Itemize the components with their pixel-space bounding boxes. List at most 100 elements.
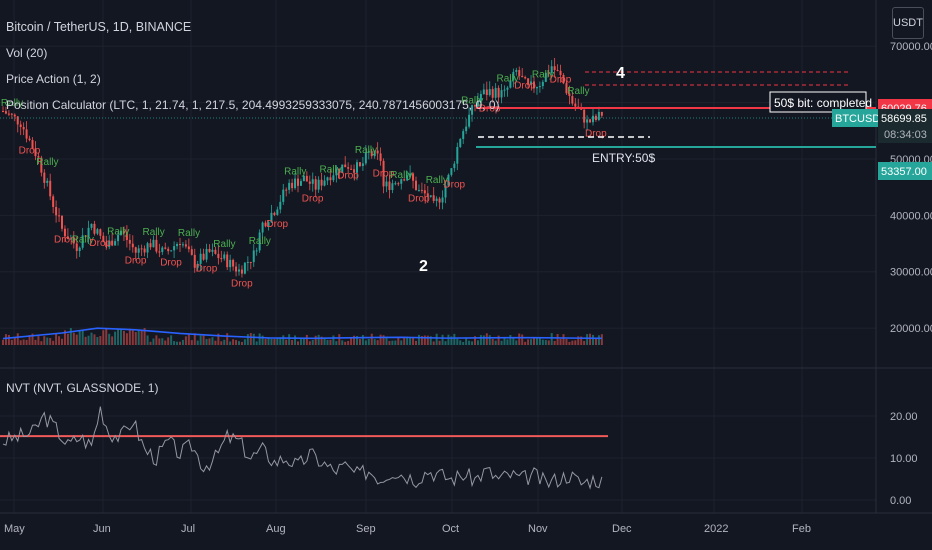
candle-body — [568, 93, 571, 97]
volume-bar — [417, 334, 420, 345]
candle-body — [391, 183, 394, 190]
candle-body — [317, 179, 320, 190]
candle-body — [299, 181, 302, 186]
volume-bar — [69, 328, 72, 345]
volume-bar — [527, 339, 530, 345]
candle-body — [353, 169, 356, 173]
volume-bar — [450, 336, 453, 345]
volume-bar — [361, 335, 364, 345]
drop-label: Drop — [302, 193, 324, 204]
volume-bar — [574, 340, 577, 345]
volume-bar — [341, 340, 344, 345]
volume-bar — [391, 340, 394, 345]
candle-body — [288, 182, 291, 190]
candle-body — [167, 248, 170, 252]
volume-bar — [252, 333, 255, 345]
volume-bar — [84, 336, 87, 345]
drop-label: Drop — [585, 128, 607, 139]
candle-body — [125, 233, 128, 240]
volume-bar — [249, 333, 252, 345]
candle-body — [500, 90, 503, 98]
volume-bar — [535, 337, 538, 345]
symbol-title[interactable]: Bitcoin / TetherUS, 1D, BINANCE — [6, 20, 192, 34]
volume-bar — [533, 337, 535, 345]
volume-bar — [358, 339, 361, 345]
volume-bar — [193, 333, 196, 345]
volume-bar — [538, 337, 541, 345]
volume-bar — [403, 336, 406, 345]
volume-bar — [173, 341, 176, 345]
candle-body — [471, 105, 474, 115]
candle-body — [111, 240, 114, 246]
candle-body — [415, 180, 417, 191]
volume-bar — [199, 335, 202, 345]
volume-bar — [2, 339, 4, 345]
volume-bar — [594, 338, 597, 345]
candle-body — [441, 197, 444, 203]
volume-bar — [347, 340, 350, 345]
currency-button[interactable]: USDT — [892, 7, 924, 39]
candle-body — [69, 238, 72, 240]
candle-body — [196, 263, 199, 268]
volume-bar — [279, 337, 282, 345]
volume-bar — [214, 340, 217, 345]
candle-body — [226, 254, 229, 268]
candle-body — [515, 70, 518, 72]
candle-body — [279, 201, 282, 210]
volume-bar — [13, 337, 16, 345]
volume-bar — [497, 335, 500, 345]
volume-bar — [205, 338, 208, 345]
volume-bar — [58, 336, 61, 345]
candle-body — [205, 248, 208, 260]
candle-body — [527, 78, 530, 85]
candle-body — [491, 89, 494, 98]
candle-body — [382, 160, 385, 187]
rally-label: Rally — [249, 236, 271, 247]
candle-body — [562, 74, 565, 84]
candle-body — [406, 175, 409, 181]
volume-bar — [356, 336, 358, 345]
volume-bar — [276, 338, 279, 345]
volume-bar — [137, 329, 140, 345]
volume-indicator-label[interactable]: Vol (20) — [6, 46, 48, 60]
nvt-tick-label: 20.00 — [890, 411, 918, 423]
volume-bar — [270, 338, 273, 345]
completed-box — [769, 91, 867, 113]
volume-bar — [143, 328, 146, 345]
candle-body — [152, 239, 155, 248]
candle-body — [164, 247, 167, 249]
candle-body — [55, 206, 58, 216]
volume-bar — [559, 338, 562, 345]
candle-body — [444, 185, 447, 198]
wave-2-label: 2 — [419, 258, 428, 275]
volume-bar — [494, 340, 497, 345]
candle-body — [409, 173, 412, 176]
candle-body — [385, 181, 388, 187]
candle-body — [173, 246, 176, 251]
price-action-indicator-label[interactable]: Price Action (1, 2) — [6, 72, 101, 86]
volume-bar — [108, 333, 111, 345]
rally-label: Rally — [178, 228, 200, 239]
volume-bar — [415, 340, 417, 345]
volume-bar — [158, 338, 161, 345]
candle-body — [373, 150, 376, 157]
volume-bar — [476, 340, 479, 345]
candle-body — [19, 124, 22, 128]
nvt-indicator-label[interactable]: NVT (NVT, GLASSNODE, 1) — [6, 381, 159, 395]
candle-body — [488, 89, 491, 96]
volume-bar — [597, 335, 600, 345]
position-calculator-indicator-label[interactable]: Position Calculator (LTC, 1, 21.74, 1, 2… — [6, 98, 500, 112]
volume-bar — [462, 341, 465, 345]
candle-body — [403, 179, 406, 181]
candle-body — [208, 248, 211, 252]
candle-body — [574, 103, 577, 107]
volume-bar — [258, 333, 261, 345]
candle-body — [533, 81, 535, 89]
volume-ma-line — [2, 327, 602, 340]
candle-body — [217, 253, 220, 259]
rally-label: Rally — [426, 175, 448, 186]
volume-bar — [512, 338, 515, 345]
candle-body — [34, 148, 37, 157]
volume-bar — [509, 334, 512, 345]
